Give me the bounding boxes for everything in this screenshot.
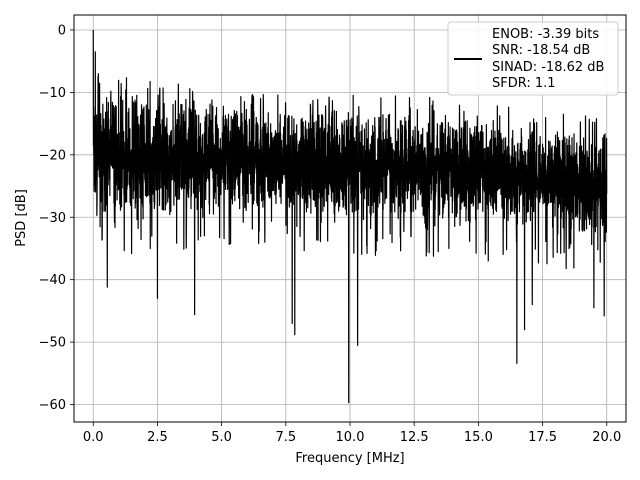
y-tick-label: −30 (39, 211, 66, 226)
psd-series-line (92, 29, 608, 404)
legend-entry-snr: SNR: -18.54 dB (492, 43, 590, 58)
axis-ticks: 0.0 2.5 5.0 7.5 10.0 12.5 15.0 17.5 20.0 0 −10 −20 −… (39, 23, 622, 445)
x-tick-label: 0.0 (83, 430, 104, 445)
legend: ENOB: -3.39 bits SNR: -18.54 dB SINAD: -… (447, 21, 619, 96)
x-tick-label: 5.0 (211, 430, 232, 445)
x-axis-label: Frequency [MHz] (295, 451, 404, 466)
data-series (92, 29, 608, 404)
y-tick-label: −50 (39, 336, 66, 351)
y-tick-label: −60 (39, 398, 66, 413)
x-tick-label: 10.0 (336, 430, 365, 445)
y-axis-label: PSD [dB] (14, 189, 29, 247)
legend-box (447, 21, 619, 96)
legend-entry-sinad: SINAD: -18.62 dB (492, 60, 604, 75)
y-tick-label: −10 (39, 86, 66, 101)
x-tick-label: 20.0 (592, 430, 621, 445)
x-tick-label: 7.5 (275, 430, 296, 445)
y-tick-label: −40 (39, 273, 66, 288)
x-tick-label: 12.5 (400, 430, 429, 445)
legend-entry-sfdr: SFDR: 1.1 (492, 76, 556, 91)
x-tick-label: 15.0 (464, 430, 493, 445)
x-tick-label: 17.5 (528, 430, 557, 445)
y-tick-label: 0 (58, 23, 66, 38)
legend-entry-enob: ENOB: -3.39 bits (492, 27, 599, 42)
x-tick-label: 2.5 (147, 430, 168, 445)
y-tick-label: −20 (39, 148, 66, 163)
